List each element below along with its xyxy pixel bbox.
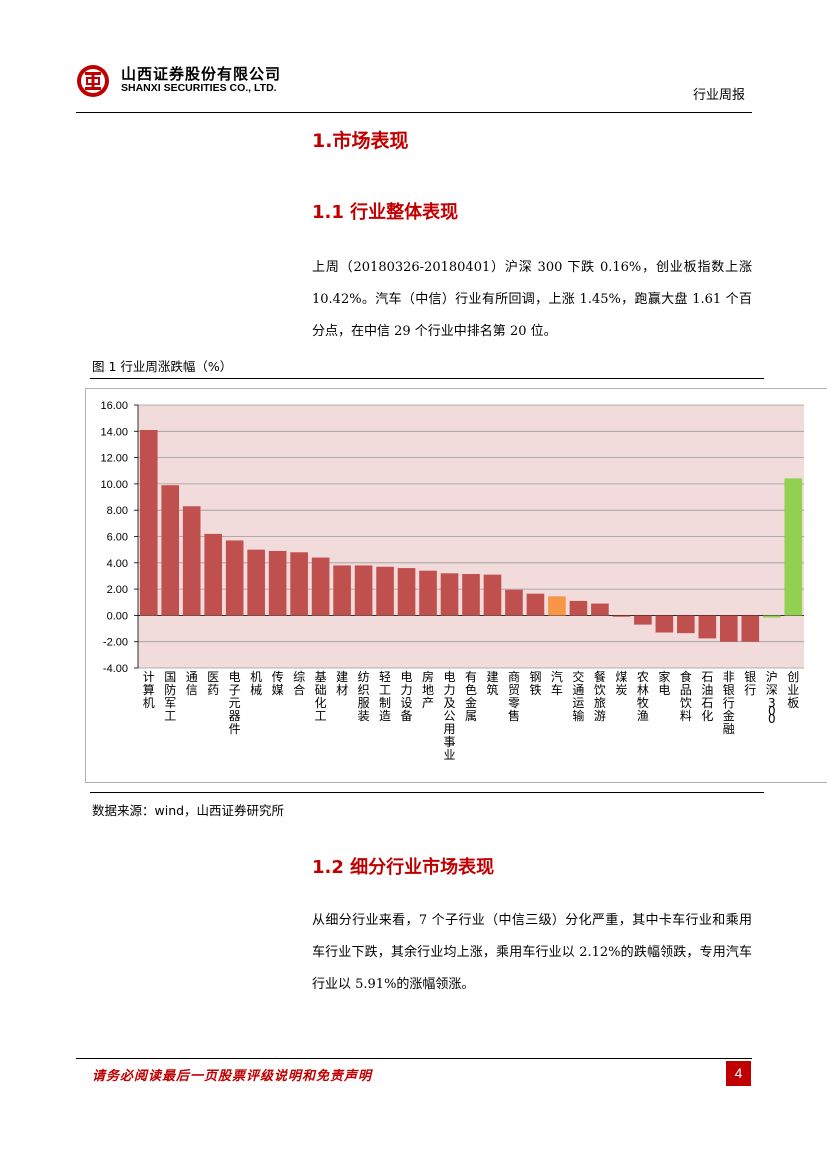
bar: [741, 615, 760, 642]
x-tick-label: 农林牧渔: [637, 670, 649, 723]
x-tick-label: 综合: [293, 670, 305, 697]
x-tick-label: 银行: [744, 670, 756, 697]
x-tick-label: 基础化工: [315, 670, 327, 723]
footer-divider: [76, 1058, 752, 1059]
bar: [526, 593, 545, 616]
section-title: 1.市场表现: [312, 130, 409, 152]
figure-source: 数据来源：wind，山西证券研究所: [92, 803, 285, 818]
company-name-cn: 山西证券股份有限公司: [121, 65, 282, 83]
bar: [483, 574, 502, 616]
x-tick-label: 钢铁: [529, 670, 541, 697]
report-type: 行业周报: [692, 88, 745, 103]
x-tick-label: 房地产: [422, 669, 434, 710]
x-tick-label: 电力设备: [401, 670, 413, 723]
bar: [634, 615, 652, 625]
disclaimer: 请务必阅读最后一页股票评级说明和免责声明: [92, 1069, 373, 1084]
bar: [311, 557, 330, 616]
x-tick-label: 汽车: [551, 669, 563, 697]
x-tick-label: 建材: [336, 670, 348, 697]
x-tick-label: 电力及公用事业: [444, 670, 456, 762]
x-tick-label: 机械: [250, 670, 262, 697]
bar: [247, 549, 265, 616]
x-tick-label: 轻工制造: [379, 670, 391, 723]
figure-caption: 图 1 行业周涨跌幅（%）: [92, 359, 233, 374]
bar: [290, 552, 308, 616]
x-tick-label: 石油石化: [701, 670, 713, 723]
bar: [784, 478, 803, 616]
bar: [204, 533, 223, 616]
bar: [591, 603, 609, 616]
x-tick-label: 食品饮料: [680, 669, 692, 723]
bar: [677, 615, 695, 634]
bar: [719, 615, 738, 642]
figure-top-rule: [90, 378, 764, 379]
subsection-title-2: 1.2 细分行业市场表现: [312, 857, 495, 878]
bar: [612, 615, 631, 617]
x-tick-label: 传媒: [272, 669, 284, 697]
x-tick-label: 家电: [658, 669, 670, 697]
x-tick-label: 国防军工: [164, 670, 176, 723]
bar: [440, 573, 459, 616]
y-tick-label: 8.00: [107, 505, 128, 517]
figure-bottom-rule: [90, 792, 764, 793]
y-tick-label: -2.00: [103, 637, 128, 649]
y-tick-label: 10.00: [100, 479, 128, 491]
x-tick-label: 计算机: [143, 670, 155, 710]
y-tick-label: 2.00: [107, 584, 128, 596]
y-tick-label: 12.00: [100, 453, 128, 465]
bar: [462, 573, 480, 616]
bar: [548, 596, 566, 616]
x-tick-label: 有色金属: [465, 670, 477, 723]
bar: [655, 615, 674, 633]
subsection-1-paragraph: 上周（20180326-20180401）沪深 300 下跌 0.16%，创业板…: [312, 260, 752, 339]
company-logo-icon: [77, 65, 109, 97]
industry-weekly-change-chart: 16.00 14.00 12.00 10.00 8.00 6.00 4.00 2.00 0.00…: [100, 400, 804, 762]
bar: [505, 589, 523, 616]
bar: [376, 566, 394, 616]
subsection-title-1: 1.1 行业整体表现: [312, 202, 459, 223]
bar: [225, 540, 244, 616]
bar: [139, 429, 158, 616]
bar: [161, 485, 180, 616]
y-tick-label: 4.00: [107, 558, 128, 570]
x-tick-label: 商贸零售: [508, 669, 520, 723]
y-tick-label: 6.00: [107, 532, 128, 544]
x-tick-label: 交通运输: [572, 669, 584, 723]
bar: [569, 600, 588, 616]
chart-frame: [85, 388, 827, 783]
x-tick-label: 纺织服装: [358, 670, 370, 723]
bar: [354, 565, 373, 616]
x-tick-label: 创业板: [787, 670, 799, 710]
y-tick-label: 0.00: [107, 610, 128, 622]
bar: [397, 568, 416, 616]
x-tick-label: 非银行金融: [723, 670, 735, 736]
bar: [419, 570, 437, 616]
bar: [698, 615, 717, 639]
x-tick-label: 沪深 3 0 0: [766, 670, 778, 726]
x-tick-label: 建筑: [486, 670, 498, 697]
x-tick-label: 餐饮旅游: [594, 669, 606, 723]
bar: [333, 565, 351, 616]
bar: [182, 506, 201, 616]
x-tick-label: 电子元器件: [229, 670, 241, 736]
bar: [268, 550, 287, 616]
x-tick-label: 医药: [207, 670, 219, 697]
header-divider: [76, 112, 752, 113]
x-tick-label: 煤炭: [615, 670, 627, 697]
y-tick-label: 16.00: [100, 400, 128, 412]
company-name-en: SHANXI SECURITIES CO., LTD.: [121, 82, 277, 94]
y-tick-label: 14.00: [100, 426, 128, 438]
x-tick-label: 通信: [186, 670, 198, 697]
subsection-2-paragraph: 从细分行业来看，7 个子行业（中信三级）分化严重，其中卡车行业和乘用车行业下跌，…: [312, 913, 752, 992]
bar: [762, 615, 781, 618]
page-number: 4: [726, 1061, 751, 1086]
y-tick-label: -4.00: [103, 663, 128, 675]
